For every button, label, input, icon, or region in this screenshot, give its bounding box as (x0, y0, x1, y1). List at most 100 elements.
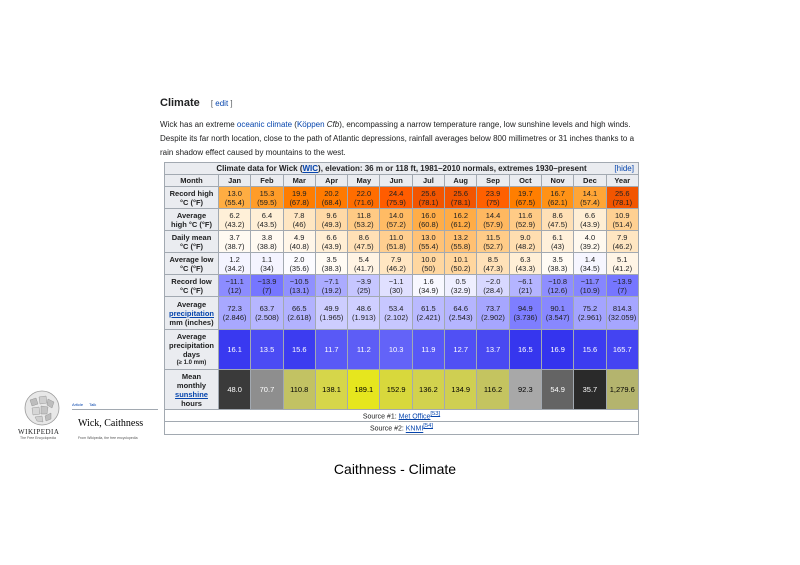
cell-value: 24.4 (388, 188, 404, 198)
data-cell: 92.3 (508, 369, 542, 410)
cell-value-imperial: (49.3) (321, 219, 342, 229)
table-row: Average high °C (°F) 6.2 (43.2) 6.4 (43.5) 7.8… (164, 208, 639, 231)
data-cell: 61.5 (2.421) (411, 296, 446, 330)
header-month: Apr (314, 174, 349, 187)
data-cell: 1.2 (34.2) (217, 252, 252, 275)
cell-value: 11.5 (486, 232, 501, 242)
data-cell: 13.2 (55.8) (444, 230, 478, 253)
data-cell: 15.3 (59.5) (250, 186, 284, 209)
cell-value: 6.6 (584, 210, 596, 220)
row-label-line: °C (°F) (179, 197, 204, 207)
source-1: Source #1: Met Office[53] (164, 408, 639, 423)
row-label-line: Record high (169, 188, 214, 198)
cell-value: 11.7 (324, 345, 339, 354)
cell-value-imperial: (75.9) (386, 197, 406, 207)
cell-value-imperial: (43.9) (580, 219, 600, 229)
tab-talk[interactable]: Talk (89, 402, 97, 407)
tab-article[interactable]: Article (72, 402, 84, 407)
cell-value-imperial: (43.2) (224, 219, 245, 229)
cell-value: −2.0 (485, 276, 501, 286)
cell-value: −10.5 (289, 276, 309, 286)
edit-section-link[interactable]: [ edit ] (210, 99, 233, 108)
row-label-line: mm (inches) (169, 317, 214, 327)
cell-value-imperial: (55.8) (450, 241, 471, 251)
cell-value: 1,279.6 (609, 385, 635, 394)
table-row: Mean monthly sunshine hours 48.0 70.7 110.8 138… (164, 369, 639, 410)
data-cell: 0.5 (32.9) (444, 274, 478, 297)
data-cell: 10.1 (50.2) (444, 252, 478, 275)
cell-value-imperial: (46) (292, 219, 306, 229)
data-cell: 73.7 (2.902) (476, 296, 510, 330)
data-cell: 94.9 (3.736) (508, 296, 542, 330)
cell-value: 16.0 (421, 210, 436, 220)
cell-value: 13.0 (421, 232, 436, 242)
data-cell: 2.0 (35.6) (282, 252, 316, 275)
table-row: Record low °C (°F) −11.1 (12) −13.9 (7) −10.5(… (164, 274, 639, 297)
source-1-ref[interactable]: [53] (430, 411, 441, 417)
cell-value: 53.4 (388, 304, 404, 313)
source-2-ref[interactable]: [54] (423, 423, 433, 430)
cell-value-imperial: (78.1) (418, 197, 439, 207)
data-cell: −6.1 (21) (508, 274, 542, 297)
data-cell: 6.6 (43.9) (573, 208, 607, 231)
cell-value: 25.6 (421, 188, 436, 198)
data-cell: −13.9 (7) (605, 274, 639, 297)
header-month: Feb (250, 174, 284, 187)
header-month: Nov (540, 174, 575, 187)
data-cell: 10.0 (50) (411, 252, 446, 275)
hide-toggle[interactable]: [hide] (614, 164, 634, 173)
cell-value-imperial: (13.1) (289, 285, 310, 295)
cell-value: 1.6 (423, 276, 434, 286)
table-title: Climate data for Wick (WIC), elevation: … (164, 162, 639, 175)
data-cell: 48.0 (217, 369, 252, 410)
cell-value-imperial: (2.961) (578, 313, 602, 322)
data-cell: 138.1 (314, 369, 349, 410)
cell-value: 10.1 (453, 254, 469, 264)
data-cell: 152.9 (379, 369, 413, 410)
article-tabs: Article Talk (72, 402, 102, 407)
source-1-link[interactable]: Met Office (398, 413, 431, 421)
cell-value: 61.5 (421, 304, 436, 313)
row-label-line: °C (°F) (179, 263, 204, 273)
data-cell: 14.4 (57.9) (476, 208, 510, 231)
cell-value: 13.2 (453, 232, 469, 242)
row-label-link[interactable]: precipitation (168, 308, 214, 318)
data-cell: 10.9 (51.4) (605, 208, 639, 231)
cell-value: 9.6 (326, 210, 337, 220)
cell-value: 70.7 (259, 385, 275, 394)
cell-value-imperial: (40.8) (289, 241, 310, 251)
cell-value: −6.1 (517, 276, 533, 286)
row-label-line: Mean (181, 371, 202, 381)
koppen-link[interactable]: Köppen (296, 120, 325, 129)
data-cell: 25.6 (78.1) (605, 186, 639, 209)
wic-link[interactable]: WIC (302, 164, 319, 173)
data-cell: 54.9 (540, 369, 575, 410)
data-cell: 11.2 (347, 329, 381, 370)
oceanic-climate-link[interactable]: oceanic climate (236, 120, 293, 129)
data-cell: 11.5 (52.7) (476, 230, 510, 253)
cell-value-imperial: (38.8) (257, 241, 277, 251)
cell-value: 48.6 (356, 304, 372, 313)
cell-value: 7.9 (617, 232, 628, 242)
cell-value: 3.5 (326, 254, 337, 264)
data-cell: 90.1 (3.547) (540, 296, 575, 330)
source-2-link[interactable]: KNMI (405, 425, 424, 433)
cell-value-imperial: (3.736) (513, 313, 538, 322)
cell-value-imperial: (19.2) (321, 285, 342, 295)
cell-value-imperial: (57.4) (580, 197, 600, 207)
data-cell: 189.1 (347, 369, 381, 410)
cell-value: 2.0 (294, 254, 305, 264)
row-label-link[interactable]: sunshine (175, 389, 208, 399)
cell-value: 8.6 (552, 210, 563, 220)
cell-value-imperial: (50) (421, 263, 436, 273)
cell-value: 35.7 (582, 385, 598, 394)
cell-value-imperial: (1.913) (351, 313, 376, 322)
cell-value-imperial: (78.1) (450, 197, 471, 207)
cell-value-imperial: (60.8) (418, 219, 439, 229)
data-cell: 66.5 (2.618) (282, 296, 316, 330)
data-cell: 11.6 (52.9) (508, 208, 542, 231)
data-cell: 11.7 (314, 329, 349, 370)
cell-value-imperial: (41.7) (354, 263, 374, 273)
row-label: Mean monthly sunshine hours (164, 369, 219, 410)
cell-value: 1.2 (229, 254, 240, 264)
